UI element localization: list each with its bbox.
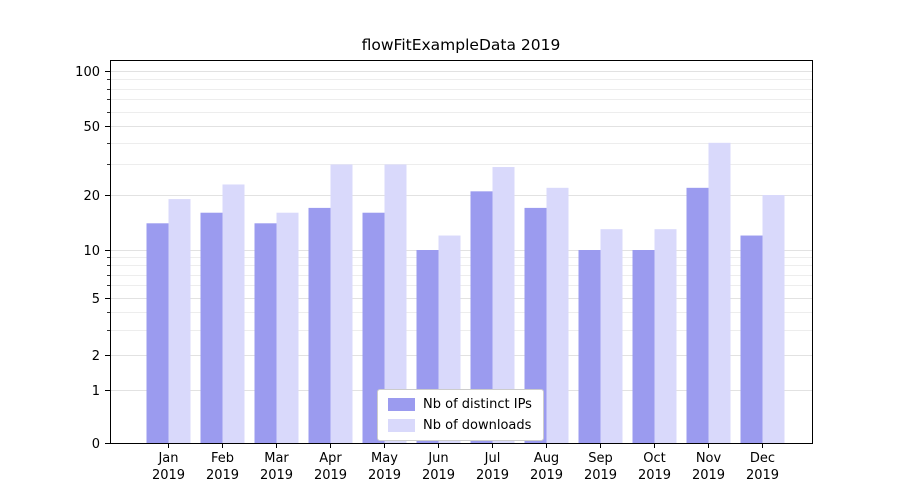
y-tick-label: 100 — [75, 65, 100, 80]
bar-distinct-ips — [686, 187, 709, 443]
bar-downloads — [222, 184, 245, 444]
x-tick-label: Jun 2019 — [422, 451, 455, 483]
bar-downloads — [654, 229, 677, 443]
x-tick-label: May 2019 — [368, 451, 401, 483]
x-tick-label: Feb 2019 — [206, 451, 239, 483]
x-tick-label: Mar 2019 — [260, 451, 293, 483]
x-tick-label: Jul 2019 — [476, 451, 509, 483]
y-tick-label: 5 — [92, 292, 100, 307]
chart-legend: Nb of distinct IPs Nb of downloads — [377, 389, 544, 441]
y-tick-label: 20 — [83, 189, 100, 204]
legend-swatch-distinct-ips — [388, 398, 415, 411]
bar-downloads — [168, 199, 191, 443]
bar-downloads — [492, 167, 515, 443]
bar-downloads — [708, 142, 731, 443]
x-tick-label: Jan 2019 — [152, 451, 185, 483]
x-tick-label: Oct 2019 — [638, 451, 671, 483]
x-tick-label: Nov 2019 — [692, 451, 725, 483]
y-tick-label: 10 — [83, 244, 100, 259]
bar-distinct-ips — [578, 250, 601, 443]
x-tick-label: Sep 2019 — [584, 451, 617, 483]
chart-title: flowFitExampleData 2019 — [361, 36, 561, 54]
y-tick-label: 0 — [92, 437, 100, 452]
bar-distinct-ips — [632, 250, 655, 443]
bar-downloads — [276, 212, 299, 443]
x-tick-label: Aug 2019 — [530, 451, 563, 483]
legend-item-distinct-ips: Nb of distinct IPs — [388, 397, 532, 412]
bar-distinct-ips — [200, 212, 223, 443]
bar-downloads — [330, 164, 353, 443]
bar-downloads — [546, 187, 569, 443]
legend-swatch-downloads — [388, 419, 415, 432]
bar-distinct-ips — [524, 207, 547, 443]
bar-distinct-ips — [740, 235, 763, 443]
bar-distinct-ips — [470, 191, 493, 443]
y-tick-label: 50 — [83, 120, 100, 135]
bar-distinct-ips — [308, 207, 331, 443]
y-tick-label: 2 — [92, 349, 100, 364]
legend-label-downloads: Nb of downloads — [423, 418, 532, 433]
bar-downloads — [600, 229, 623, 443]
legend-label-distinct-ips: Nb of distinct IPs — [423, 397, 532, 412]
y-tick-label: 1 — [92, 384, 100, 399]
bar-distinct-ips — [146, 223, 169, 443]
bar-distinct-ips — [362, 212, 385, 443]
bar-downloads — [384, 164, 407, 443]
x-tick-label: Apr 2019 — [314, 451, 347, 483]
legend-item-downloads: Nb of downloads — [388, 418, 532, 433]
bar-downloads — [762, 195, 785, 443]
axes-frame — [110, 60, 813, 444]
x-tick-label: Dec 2019 — [746, 451, 779, 483]
bar-distinct-ips — [254, 223, 277, 443]
